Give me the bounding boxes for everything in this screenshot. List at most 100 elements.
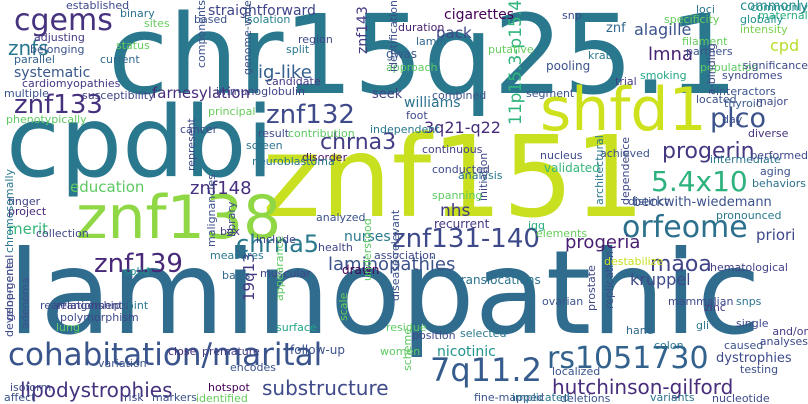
cloud-word: disease-relevant xyxy=(389,209,402,301)
cloud-word: segment xyxy=(526,87,575,100)
cloud-word: znf133 xyxy=(14,90,103,120)
cloud-word: chromosomally xyxy=(3,168,16,253)
cloud-word: smoking xyxy=(640,69,687,82)
cloud-word: progeria xyxy=(565,232,641,253)
cloud-word: recurrent xyxy=(434,217,490,231)
cloud-word: zinc xyxy=(704,301,726,314)
cloud-word: merit xyxy=(8,220,49,238)
cloud-word: znf151 xyxy=(262,113,645,243)
cloud-word: snp xyxy=(562,9,582,22)
cloud-word: znf143 xyxy=(355,6,371,54)
cloud-word: variants xyxy=(650,391,695,404)
cloud-word: appearance xyxy=(273,235,286,301)
cloud-word: progerin xyxy=(662,139,755,164)
cloud-word: alagille xyxy=(634,20,692,39)
cloud-word: 3q21-q22 xyxy=(424,118,501,137)
cloud-word: znf138 xyxy=(76,183,282,253)
cloud-word: syndromes xyxy=(722,69,783,82)
cloud-word: relationship xyxy=(56,299,121,312)
cloud-word: adjusting xyxy=(34,31,85,44)
cloud-word: chrna5 xyxy=(236,230,320,258)
cloud-word: components xyxy=(195,0,208,68)
cloud-word: thyroid xyxy=(724,97,763,110)
cloud-word: sites xyxy=(144,17,170,30)
cloud-word: drawn xyxy=(342,263,380,277)
cloud-word: commonly xyxy=(750,1,808,14)
cloud-word: znf132 xyxy=(266,100,355,130)
cloud-word: region xyxy=(298,33,333,46)
cloud-word: population xyxy=(700,61,759,74)
cloud-word: aging xyxy=(760,165,791,178)
cloud-word: established xyxy=(66,0,130,12)
cloud-word: lamin xyxy=(416,35,447,48)
cloud-word: analyses xyxy=(759,335,808,348)
cloud-word: gli xyxy=(696,319,710,332)
cloud-word: split xyxy=(286,43,310,56)
cloud-word: nucleotide xyxy=(712,392,770,404)
cloud-word: solid xyxy=(124,265,150,278)
cloud-word: current xyxy=(100,53,140,66)
cloud-word: shfd1 xyxy=(540,75,707,145)
cloud-word: binary xyxy=(120,7,155,20)
cloud-word: laminopathies xyxy=(328,254,456,275)
cloud-word: residue xyxy=(386,321,427,334)
cloud-word: nurses xyxy=(344,229,391,245)
cloud-word: znfs xyxy=(8,36,49,60)
cloud-word: nucleus xyxy=(540,149,583,162)
cloud-word: dependence xyxy=(619,136,632,205)
cloud-word: cgems xyxy=(14,3,113,38)
cloud-word: hematological xyxy=(710,261,788,274)
cloud-word: nhs xyxy=(440,201,471,221)
cloud-word: implicated xyxy=(512,391,570,404)
cloud-word: markers xyxy=(152,391,197,404)
cloud-word: polymorphism xyxy=(60,311,139,324)
cloud-word: independent xyxy=(370,123,440,136)
cloud-word: conducted xyxy=(432,163,490,176)
cloud-word: loci xyxy=(696,3,715,16)
cloud-word: located xyxy=(696,93,737,106)
cloud-word: significance xyxy=(742,59,808,72)
cloud-word: znf139 xyxy=(94,249,183,279)
cloud-word: isolation xyxy=(244,13,291,26)
cloud-word: approach xyxy=(386,61,438,74)
cloud-word: deletions xyxy=(560,392,611,404)
cloud-word: krab xyxy=(588,49,613,62)
cloud-word: znf xyxy=(606,21,626,36)
cloud-word: distinct xyxy=(628,195,669,208)
cloud-word: education xyxy=(70,178,145,196)
cloud-word: dystrophies xyxy=(716,351,792,366)
cloud-word: localized xyxy=(552,365,601,378)
cloud-word: straightforward xyxy=(208,3,316,19)
cloud-word: status xyxy=(116,39,150,52)
cloud-word: disorder xyxy=(302,151,348,164)
cloud-word: mammalian xyxy=(668,295,734,308)
cloud-word: farnesylation xyxy=(152,84,250,102)
cloud-word: identified xyxy=(196,392,248,404)
cloud-word: colon xyxy=(654,339,684,352)
cloud-word: lmna xyxy=(648,44,693,65)
cloud-word: kruppel xyxy=(630,270,691,289)
cloud-word: achieved xyxy=(600,147,650,160)
cloud-word: risk xyxy=(124,391,144,404)
cloud-word: follow-up xyxy=(290,343,345,357)
cloud-word: box xyxy=(220,225,240,238)
cloud-word: day xyxy=(722,113,743,126)
cloud-word: performed xyxy=(750,149,808,162)
cloud-word: multiple xyxy=(4,87,49,100)
cloud-word: belonging xyxy=(30,43,85,56)
cloud-word: a-binding xyxy=(705,43,718,95)
cloud-word: major xyxy=(756,95,788,108)
cloud-word: analysis xyxy=(458,169,503,182)
cloud-word: neuroblastoma xyxy=(252,155,335,168)
cloud-word: project xyxy=(8,205,47,218)
cloud-word: interactors xyxy=(716,85,776,98)
cloud-word: prostate xyxy=(585,265,598,311)
cloud-word: lung xyxy=(56,321,80,334)
cloud-word: include xyxy=(256,233,296,246)
cloud-word: initiation xyxy=(477,152,490,201)
cloud-word: substructure xyxy=(262,376,389,400)
cloud-word: screen xyxy=(246,139,283,152)
cloud-word: rs1051730 xyxy=(547,341,709,376)
cloud-word: understood xyxy=(361,218,374,281)
